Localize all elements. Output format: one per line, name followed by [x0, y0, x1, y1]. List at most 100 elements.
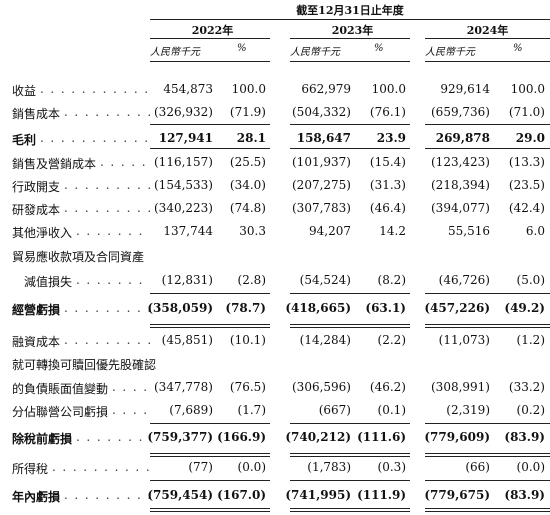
value-cell: (741,995) [285, 488, 351, 502]
value-cell: (46,726) [438, 273, 490, 287]
table-rule [290, 453, 410, 454]
value-cell: 23.9 [376, 131, 406, 145]
table-rule [425, 124, 550, 125]
value-cell: (31.3) [369, 178, 406, 192]
value-cell: (759,377) [147, 430, 213, 444]
value-cell: (326,932) [154, 105, 213, 119]
value-cell: (0.0) [237, 460, 266, 474]
value-cell: 6.0 [525, 224, 545, 238]
value-cell: 30.3 [239, 224, 266, 238]
value-cell: (418,665) [285, 301, 351, 315]
value-cell: (71.9) [229, 105, 266, 119]
value-cell: (116,157) [154, 155, 213, 169]
table-rule [150, 511, 270, 512]
table-rule [425, 423, 550, 424]
leader-dots: . . . . . . . . . . . . . . . . . . . . [76, 430, 150, 444]
value-cell: (34.0) [229, 178, 266, 192]
year-rule-2024 [425, 38, 550, 39]
value-cell: 100.0 [510, 82, 545, 96]
value-cell: 14.2 [379, 224, 406, 238]
row-label: 貿易應收款項及合同資產 [12, 250, 145, 264]
value-cell: (12,831) [161, 273, 213, 287]
value-cell: (759,454) [147, 488, 213, 502]
leader-dots: . . . . . . . . . . . . . . . . . . . . [64, 201, 150, 215]
row-label: 融資成本 [12, 335, 61, 349]
value-cell: (13.3) [508, 155, 545, 169]
value-cell: 28.1 [236, 131, 266, 145]
value-cell: (667) [318, 403, 351, 417]
value-cell: 158,647 [296, 131, 351, 145]
value-cell: 662,979 [301, 82, 351, 96]
row-label: 年內虧損 [12, 490, 61, 504]
value-cell: (504,332) [292, 105, 351, 119]
unit-amount-2022: 人民幣千元 [150, 47, 200, 58]
value-cell: 94,207 [309, 224, 351, 238]
unit-rule-2022 [150, 61, 270, 62]
value-cell: (14,284) [299, 333, 351, 347]
value-cell: (340,223) [154, 201, 213, 215]
year-header-2023: 2023年 [331, 24, 374, 37]
table-rule [150, 508, 270, 509]
leader-dots: . . . . . . . . . . . . . . . . . . . . [40, 82, 150, 96]
value-cell: (1,783) [307, 460, 351, 474]
table-rule [425, 453, 550, 454]
value-cell: 55,516 [448, 224, 490, 238]
value-cell: 29.0 [515, 131, 545, 145]
row-label: 所得稅 [12, 462, 49, 476]
table-rule [150, 293, 270, 294]
value-cell: (779,675) [424, 488, 490, 502]
leader-dots: . . . . . . . . . . . . . . . . . . . . [40, 131, 150, 145]
row-label: 研發成本 [12, 203, 61, 217]
value-cell: (77) [188, 460, 213, 474]
table-rule [290, 456, 410, 457]
value-cell: (66) [465, 460, 490, 474]
row-label: 經營虧損 [12, 303, 61, 317]
leader-dots: . . . . . . . . . . . . . . . . . . . . [100, 155, 150, 169]
value-cell: (779,609) [424, 430, 490, 444]
value-cell: (111.6) [357, 430, 406, 444]
value-cell: (0.0) [516, 460, 545, 474]
row-label: 除稅前虧損 [12, 432, 73, 446]
table-rule [150, 480, 270, 481]
value-cell: (7,689) [169, 403, 213, 417]
table-rule [150, 148, 270, 149]
leader-dots: . . . . . . . . . . . . . . . . . . . . [64, 105, 150, 119]
unit-amount-2023: 人民幣千元 [290, 47, 340, 58]
year-rule-2023 [290, 38, 410, 39]
value-cell: (83.9) [504, 430, 545, 444]
value-cell: (0.3) [377, 460, 406, 474]
year-header-2022: 2022年 [191, 24, 234, 37]
value-cell: (8.2) [377, 273, 406, 287]
value-cell: (101,937) [292, 155, 351, 169]
value-cell: (74.8) [229, 201, 266, 215]
table-rule [150, 456, 270, 457]
table-rule [150, 124, 270, 125]
leader-dots: . . . . . . . . . . . . . . . . . . . . [112, 403, 150, 417]
table-rule [290, 511, 410, 512]
row-label: 分佔聯營公司虧損 [12, 405, 109, 419]
value-cell: (23.5) [508, 178, 545, 192]
value-cell: 127,941 [158, 131, 213, 145]
table-rule [150, 327, 270, 328]
value-cell: (2.8) [237, 273, 266, 287]
value-cell: (71.0) [508, 105, 545, 119]
value-cell: (54,524) [299, 273, 351, 287]
value-cell: (78.7) [225, 301, 266, 315]
table-rule [425, 480, 550, 481]
value-cell: (111.9) [357, 488, 406, 502]
value-cell: (307,783) [292, 201, 351, 215]
row-label: 減值損失 [24, 275, 73, 289]
leader-dots: . . . . . . . . . . . . . . . . . . . . [52, 460, 150, 474]
value-cell: (154,533) [154, 178, 213, 192]
value-cell: (46.4) [369, 201, 406, 215]
value-cell: 269,878 [435, 131, 490, 145]
value-cell: (1.2) [516, 333, 545, 347]
value-cell: (25.5) [229, 155, 266, 169]
table-rule [290, 508, 410, 509]
row-label: 行政開支 [12, 180, 61, 194]
value-cell: (2,319) [446, 403, 490, 417]
leader-dots: . . . . . . . . . . . . . . . . . . . . [64, 488, 150, 502]
value-cell: (308,991) [431, 380, 490, 394]
value-cell: (740,212) [285, 430, 351, 444]
table-rule [425, 148, 550, 149]
